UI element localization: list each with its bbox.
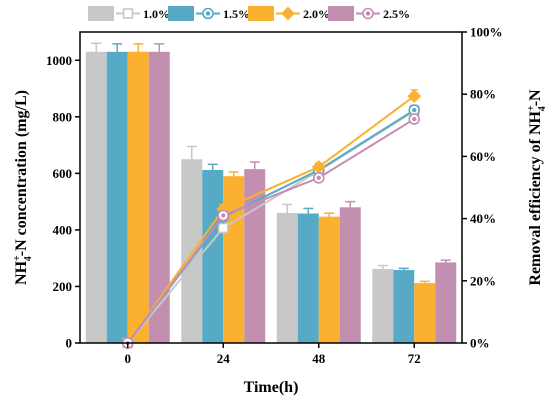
y-right-axis-title: Removal efficiency of NH+4-N <box>526 89 548 286</box>
bar-2.5%-48 <box>339 207 361 343</box>
bars-layer <box>85 42 457 344</box>
title-sup: + <box>12 255 23 261</box>
y-right-tick-label-20%: 20% <box>470 273 496 288</box>
point-1.5%-72-dot <box>412 107 417 113</box>
bar-2.0%-0 <box>127 51 149 344</box>
title-sup: + <box>526 105 537 111</box>
y-left-tick-label-0: 0 <box>66 336 73 351</box>
point-2.5%-24 <box>217 209 230 222</box>
x-tick-label-72: 72 <box>408 351 421 366</box>
point-2.5%-72-dot <box>412 116 417 122</box>
legend-swatch-1.0% <box>88 6 114 21</box>
legend-marker-2.5%-dot <box>365 11 371 16</box>
bar-1.0%-48 <box>276 212 298 343</box>
legend-marker-2.5% <box>362 7 374 20</box>
legend-label-1.5%: 1.5% <box>223 7 250 21</box>
legend-marker-1.0% <box>122 8 134 19</box>
point-2.0%-72 <box>407 89 422 103</box>
y-left-tick-label-600: 600 <box>53 166 73 181</box>
title-sub: 4 <box>537 106 548 111</box>
y-left-tick-label-800: 800 <box>53 109 73 124</box>
title-rest: -N <box>527 89 544 106</box>
line-2.0% <box>126 95 415 344</box>
legend-swatch-2.5% <box>328 6 354 21</box>
y-right-tick-label-0%: 0% <box>470 336 490 351</box>
point-2.5%-48-dot <box>316 175 321 181</box>
legend-swatch-1.5% <box>168 6 194 21</box>
y-left-tick-label-200: 200 <box>53 279 73 294</box>
x-tick-label-48: 48 <box>312 351 326 366</box>
bar-2.5%-72 <box>435 262 457 343</box>
y-left-axis-title: NH+4-N concentration (mg/L) <box>12 90 34 285</box>
lines-layer <box>120 89 422 350</box>
y-left-tick-label-1000: 1000 <box>46 53 72 68</box>
legend-item-1.0%: 1.0% <box>88 6 170 21</box>
bar-1.5%-0 <box>106 51 128 344</box>
title-main: Removal efficiency of NH <box>527 110 544 285</box>
legend-label-2.0%: 2.0% <box>303 7 330 21</box>
point-2.5%-72 <box>408 113 421 125</box>
line-2.5% <box>126 118 415 344</box>
legend-item-1.5%: 1.5% <box>168 6 250 21</box>
point-2.5%-24-dot <box>221 213 226 218</box>
bar-1.5%-48 <box>297 213 319 343</box>
plot-frame <box>79 31 463 344</box>
legend-item-2.5%: 2.5% <box>328 6 410 21</box>
legend-marker-1.5% <box>202 7 214 20</box>
title-sub: 4 <box>23 256 34 261</box>
legend-label-2.5%: 2.5% <box>383 7 410 21</box>
bar-2.0%-48 <box>318 216 340 343</box>
bar-1.0%-24 <box>181 159 203 343</box>
bar-2.5%-0 <box>148 51 170 344</box>
legend-marker-1.5%-dot <box>205 11 211 16</box>
x-axis-title: Time(h) <box>244 379 299 396</box>
y-right-tick-label-100%: 100% <box>470 25 503 40</box>
legend-swatch-2.0% <box>248 6 274 21</box>
bar-2.0%-72 <box>414 283 436 343</box>
y-right-tick-label-60%: 60% <box>470 149 496 164</box>
bar-1.5%-24 <box>202 169 224 343</box>
bar-1.0%-0 <box>85 51 107 344</box>
y-left-tick-label-400: 400 <box>53 222 73 237</box>
point-1.0%-24 <box>217 222 229 234</box>
legend: 1.0% 1.5% 2.0% 2.5% <box>88 6 410 21</box>
point-2.5%-48 <box>312 172 325 184</box>
axes-layer: 0 200 400 600 800 1000 0% 20% 40% 60% 80% 100% 0 24 48… <box>46 25 503 367</box>
bar-1.0%-72 <box>372 268 394 343</box>
y-right-tick-label-80%: 80% <box>470 87 496 102</box>
title-main: NH <box>13 260 30 285</box>
legend-marker-2.0% <box>281 6 295 21</box>
legend-item-2.0%: 2.0% <box>248 6 330 21</box>
x-tick-label-0: 0 <box>125 351 132 366</box>
bar-1.5%-72 <box>393 270 415 343</box>
title-rest: -N concentration (mg/L) <box>13 90 30 256</box>
x-tick-label-24: 24 <box>217 351 231 366</box>
legend-label-1.0%: 1.0% <box>143 7 170 21</box>
y-right-tick-label-40%: 40% <box>470 211 496 226</box>
